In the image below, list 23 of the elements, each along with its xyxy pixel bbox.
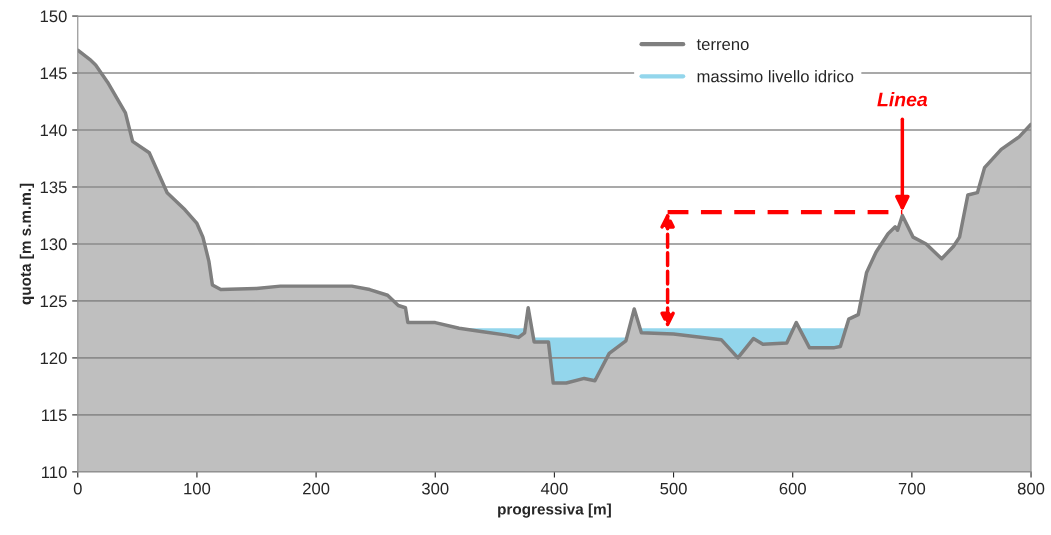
- y-tick-label: 130: [40, 238, 67, 251]
- legend-label: massimo livello idrico: [697, 70, 854, 83]
- x-tick-label: 600: [779, 482, 806, 495]
- annotation: Linea: [877, 92, 928, 107]
- x-tick-label: 500: [660, 482, 687, 495]
- y-tick-label: 150: [40, 10, 67, 23]
- x-tick-label: 100: [184, 482, 211, 495]
- x-tick-label: 700: [898, 482, 926, 495]
- legend-label: terreno: [696, 39, 749, 51]
- y-tick-label: 120: [40, 352, 67, 365]
- y-axis-title: quota [m s.m.m.]: [19, 183, 34, 305]
- y-tick-label: 115: [42, 409, 67, 422]
- x-tick-label: 800: [1017, 482, 1045, 495]
- x-axis-title: progressiva [m]: [498, 503, 611, 518]
- y-tick-label: 140: [40, 124, 67, 137]
- y-tick-label: 135: [40, 181, 67, 194]
- x-tick-label: 300: [421, 482, 449, 495]
- y-tick-label: 110: [42, 466, 67, 479]
- x-tick-label: 200: [303, 482, 330, 495]
- x-tick-label: 0: [73, 482, 82, 495]
- x-tick-label: 400: [540, 482, 568, 495]
- y-tick-label: 125: [40, 295, 67, 308]
- y-tick-label: 145: [40, 67, 67, 80]
